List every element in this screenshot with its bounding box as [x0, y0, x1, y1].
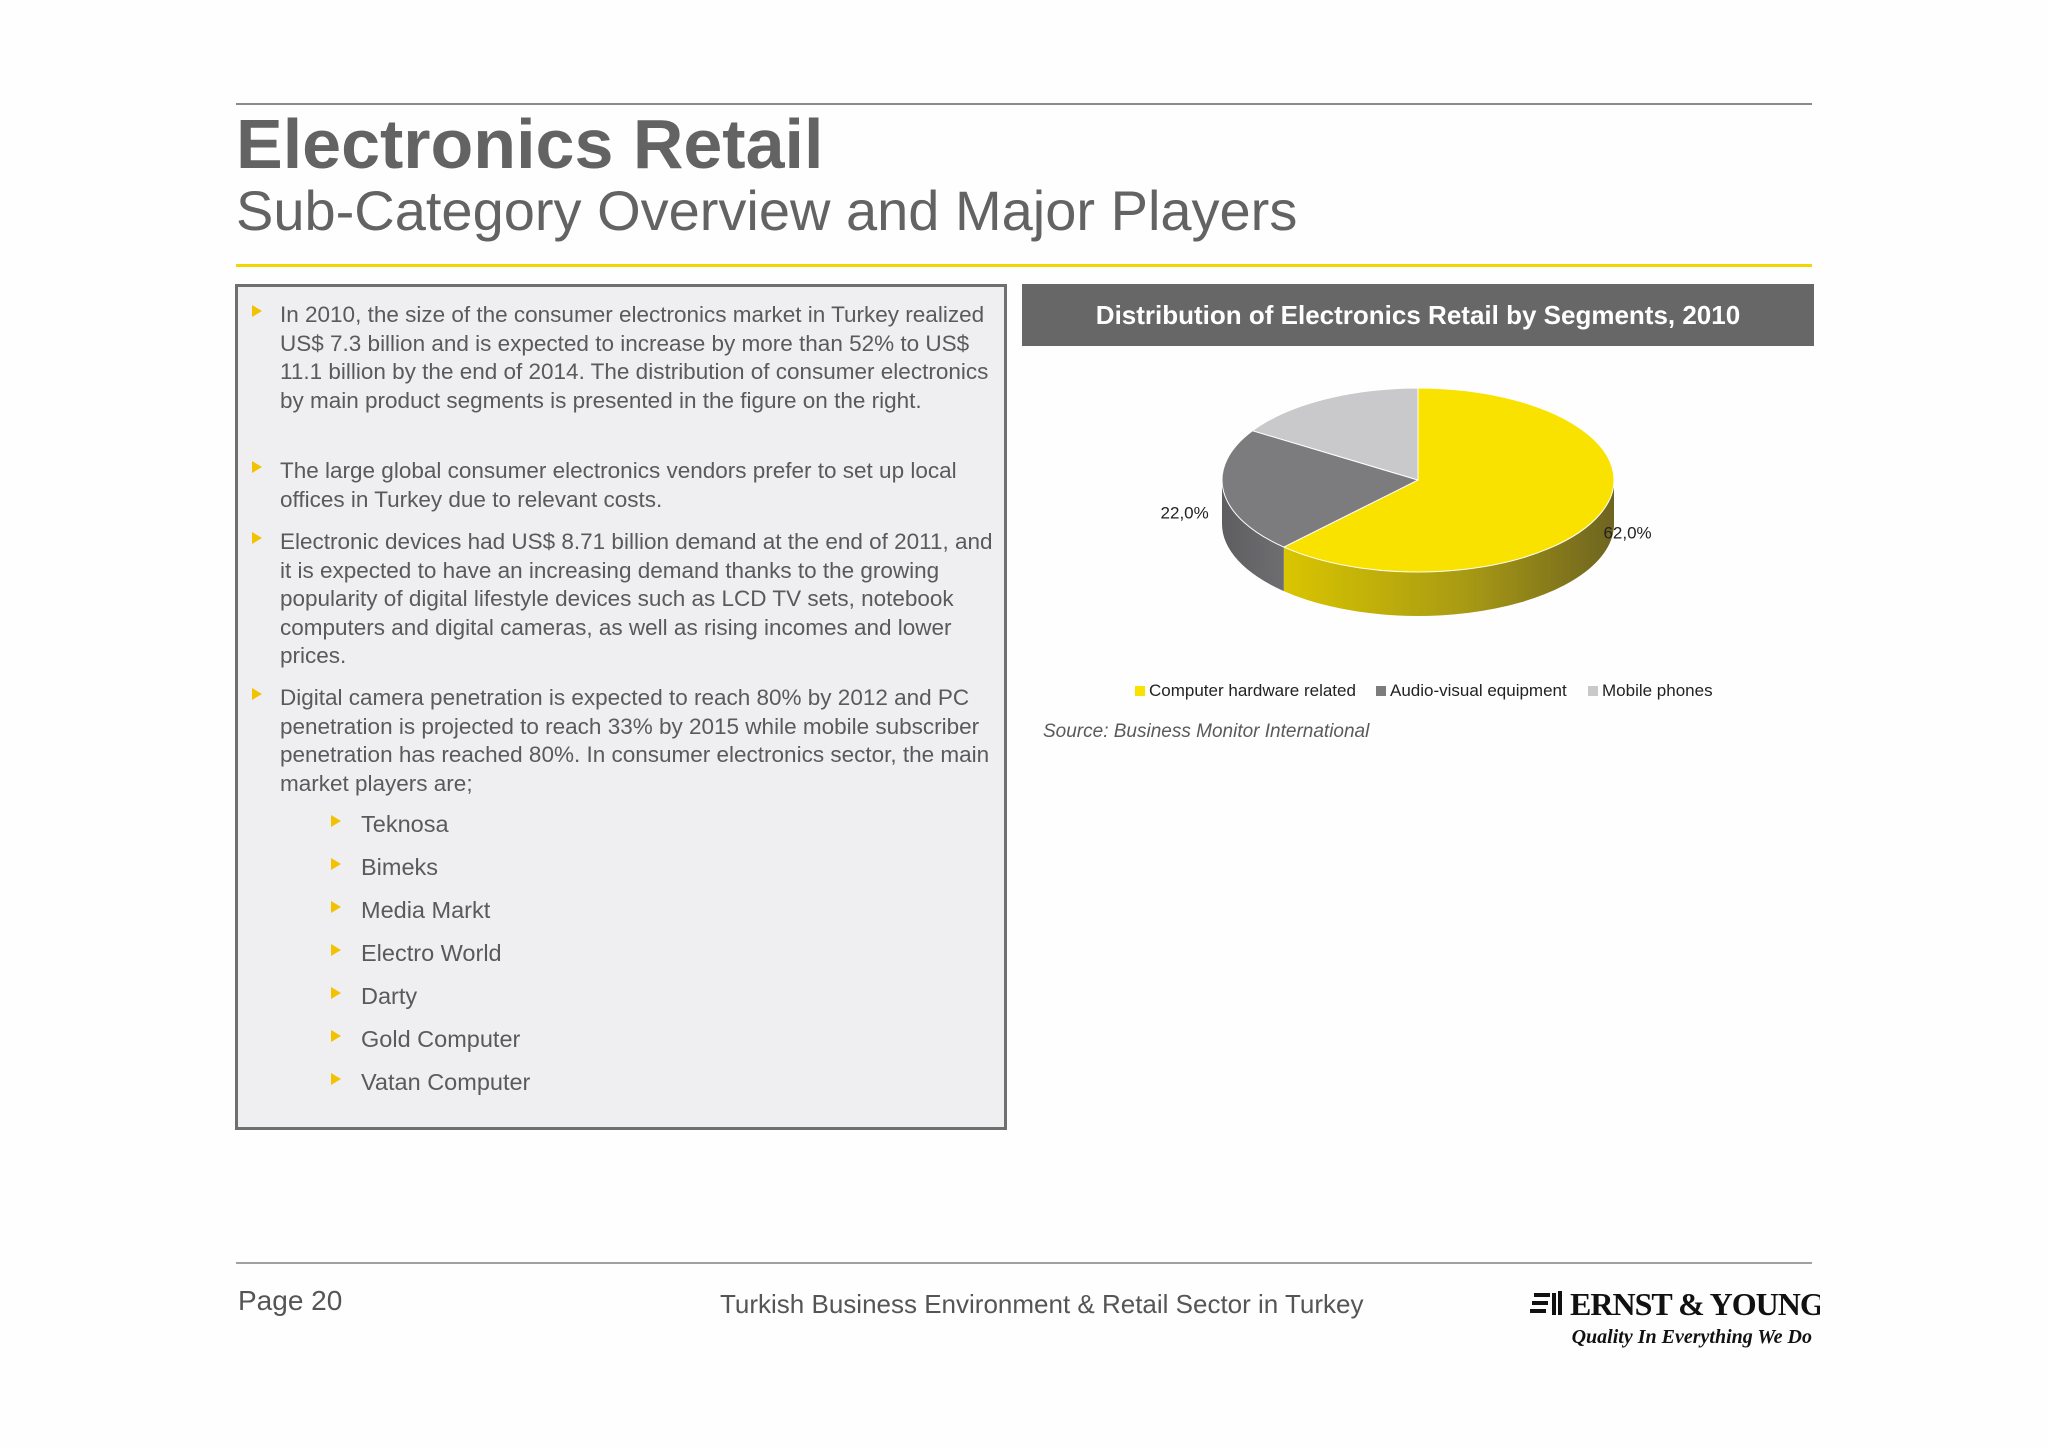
- chart-header: Distribution of Electronics Retail by Se…: [1022, 284, 1814, 346]
- player-name: Gold Computer: [361, 1026, 521, 1052]
- pie-sides: [1222, 480, 1614, 616]
- bullet-arrow-icon: [331, 1073, 341, 1085]
- legend-label: Audio-visual equipment: [1390, 681, 1567, 700]
- player-item: Teknosa: [331, 809, 449, 839]
- player-item: Vatan Computer: [331, 1067, 530, 1097]
- player-item: Electro World: [331, 938, 502, 968]
- bullet-item: In 2010, the size of the consumer electr…: [246, 301, 1006, 415]
- legend-swatch: [1376, 686, 1386, 696]
- pie-slice-side: [1283, 480, 1614, 616]
- pie-slice: [1251, 387, 1419, 481]
- pie-data-label: 22,0%: [1161, 504, 1209, 523]
- legend-swatch: [1135, 686, 1145, 696]
- pie-slice-side: [1222, 480, 1284, 592]
- bullet-arrow-icon: [331, 987, 341, 999]
- legend-item: Audio-visual equipment: [1376, 681, 1567, 701]
- legend-item: Mobile phones: [1588, 681, 1713, 701]
- pie-tops: [1221, 387, 1615, 573]
- player-name: Vatan Computer: [361, 1069, 531, 1095]
- bullet-arrow-icon: [252, 305, 262, 317]
- bullet-item: The large global consumer electronics ve…: [246, 457, 1006, 514]
- svg-text:Quality In Everything We Do: Quality In Everything We Do: [1572, 1326, 1812, 1348]
- pie-slice: [1221, 430, 1420, 548]
- bullet-text: Digital camera penetration is expected t…: [280, 685, 990, 796]
- bullet-text: The large global consumer electronics ve…: [280, 458, 957, 512]
- legend-item: Computer hardware related: [1135, 681, 1356, 701]
- player-item: Media Markt: [331, 895, 490, 925]
- player-name: Media Markt: [361, 897, 491, 923]
- bullet-arrow-icon: [252, 688, 262, 700]
- player-name: Darty: [361, 983, 418, 1009]
- ernst-young-logo: ERNST & YOUNG Quality In Everything We D…: [1530, 1286, 1820, 1348]
- pie-chart: 62,0%22,0%16,0%: [1161, 387, 1652, 616]
- pie-labels: 62,0%22,0%16,0%: [1161, 504, 1652, 543]
- footer-title: Turkish Business Environment & Retail Se…: [720, 1289, 1364, 1319]
- page-title: Electronics Retail: [236, 105, 824, 183]
- page-number: Page 20: [238, 1285, 343, 1316]
- player-name: Teknosa: [361, 811, 449, 837]
- legend-label: Computer hardware related: [1149, 681, 1356, 700]
- text-panel: In 2010, the size of the consumer electr…: [235, 284, 1007, 1130]
- bullet-arrow-icon: [252, 532, 262, 544]
- legend-label: Mobile phones: [1602, 681, 1713, 700]
- bullet-arrow-icon: [331, 815, 341, 827]
- player-item: Gold Computer: [331, 1024, 520, 1054]
- player-name: Bimeks: [361, 854, 439, 880]
- page-subtitle: Sub-Category Overview and Major Players: [236, 179, 1298, 242]
- legend-swatch: [1588, 686, 1598, 696]
- bullet-text: In 2010, the size of the consumer electr…: [280, 302, 989, 413]
- svg-text:ERNST & YOUNG: ERNST & YOUNG: [1570, 1286, 1820, 1322]
- bullet-arrow-icon: [331, 858, 341, 870]
- player-name: Electro World: [361, 940, 502, 966]
- bullet-arrow-icon: [252, 461, 262, 473]
- player-item: Bimeks: [331, 852, 438, 882]
- bullet-text: Electronic devices had US$ 8.71 billion …: [280, 529, 993, 668]
- title-underline: [236, 264, 1812, 267]
- footer-rule: [236, 1262, 1812, 1264]
- bullet-item: Digital camera penetration is expected t…: [246, 684, 1006, 798]
- source-note: Source: Business Monitor International: [1043, 721, 1370, 742]
- top-rule: [236, 103, 1812, 105]
- player-item: Darty: [331, 981, 417, 1011]
- bullet-arrow-icon: [331, 1030, 341, 1042]
- bullet-item: Electronic devices had US$ 8.71 billion …: [246, 528, 1006, 671]
- bullet-arrow-icon: [331, 901, 341, 913]
- pie-data-label: 62,0%: [1603, 524, 1651, 543]
- pie-slice: [1282, 387, 1615, 573]
- bullet-arrow-icon: [331, 944, 341, 956]
